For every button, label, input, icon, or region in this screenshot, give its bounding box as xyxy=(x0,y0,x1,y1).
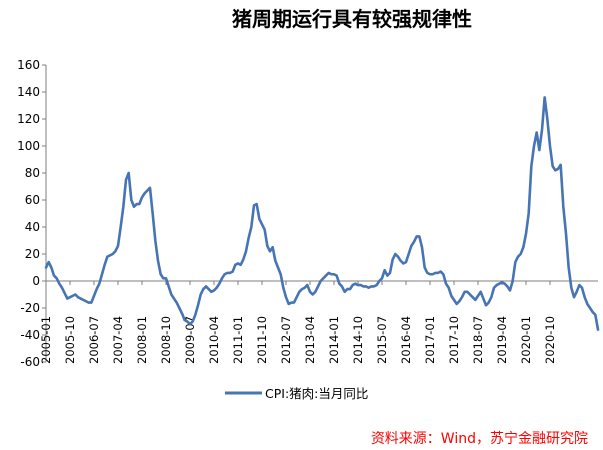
legend: CPI:猪肉:当月同比 xyxy=(225,386,368,401)
y-tick-label: 20 xyxy=(25,247,40,261)
x-tick-label: 2020-01 xyxy=(519,316,533,364)
y-tick-label: 160 xyxy=(17,58,40,72)
y-tick-label: 120 xyxy=(17,112,40,126)
x-tick-label: 2017-10 xyxy=(447,316,461,364)
x-tick-label: 2012-07 xyxy=(279,316,293,364)
y-tick-label: -40 xyxy=(20,328,40,342)
y-tick-label: 80 xyxy=(25,166,40,180)
x-tick-label: 2008-10 xyxy=(159,316,173,364)
x-tick-label: 2019-04 xyxy=(495,316,509,364)
x-tick-label: 2016-04 xyxy=(399,316,413,364)
x-tick-label: 2010-04 xyxy=(207,316,221,364)
x-tick-label: 2005-10 xyxy=(63,316,77,364)
series-group xyxy=(44,96,600,331)
x-tick-label: 2009-07 xyxy=(183,316,197,364)
x-tick-label: 2017-01 xyxy=(423,316,437,364)
y-tick-label: -60 xyxy=(20,355,40,369)
x-tick-label: 2013-04 xyxy=(303,316,317,364)
x-tick-label: 2005-01 xyxy=(39,316,53,364)
y-tick-label: -20 xyxy=(20,301,40,315)
x-tick-label: 2014-10 xyxy=(351,316,365,364)
y-tick-label: 60 xyxy=(25,193,40,207)
y-tick-label: 140 xyxy=(17,85,40,99)
x-tick-label: 2015-07 xyxy=(375,316,389,364)
x-axis: 2005-01 2005-10 2006-07 2007-04 2008-01 2008-… xyxy=(39,280,598,364)
series-line-pork-cpi xyxy=(44,96,600,331)
x-tick-label: 2007-04 xyxy=(111,316,125,364)
y-axis: 160 140 120 100 80 60 40 20 0 -20 -40 -60 xyxy=(17,58,47,369)
chart-title: 猪周期运行具有较强规律性 xyxy=(232,7,472,31)
x-tick-label: 2018-07 xyxy=(471,316,485,364)
y-tick-label: 40 xyxy=(25,220,40,234)
x-tick-label: 2014-01 xyxy=(327,316,341,364)
source-note: 资料来源：Wind，苏宁金融研究院 xyxy=(371,430,588,447)
x-tick-label: 2011-01 xyxy=(231,316,245,364)
x-tick-label: 2006-07 xyxy=(87,316,101,364)
y-tick-label: 0 xyxy=(32,274,40,288)
x-tick-label: 2011-10 xyxy=(255,316,269,364)
x-tick-label: 2020-10 xyxy=(543,316,557,364)
legend-label: CPI:猪肉:当月同比 xyxy=(265,386,368,401)
y-tick-label: 100 xyxy=(17,139,40,153)
x-tick-label: 2008-01 xyxy=(135,316,149,364)
